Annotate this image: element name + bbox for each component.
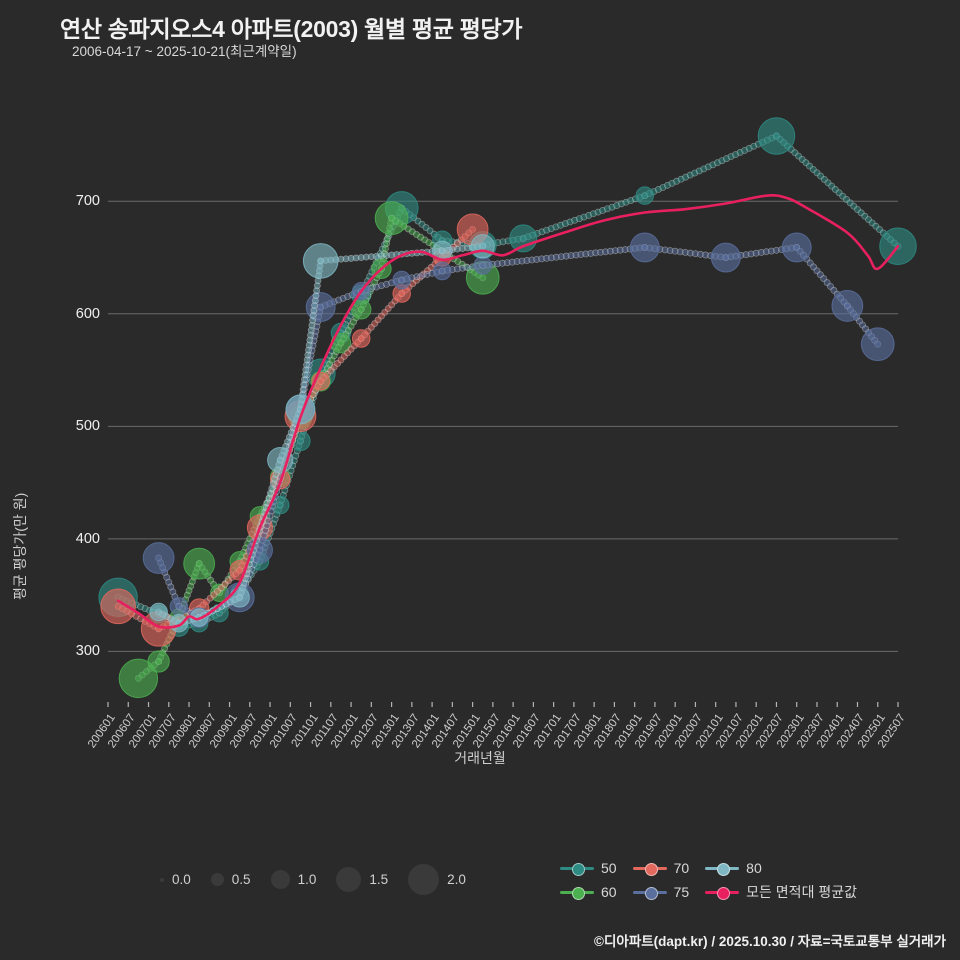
data-point[interactable] <box>169 597 189 616</box>
data-point[interactable] <box>831 290 864 322</box>
size-legend-label: 2.0 <box>447 872 466 887</box>
legend-item-70[interactable]: 70 <box>632 860 690 876</box>
data-point[interactable] <box>392 270 411 290</box>
footer-credit: ©디아파트(dapt.kr) / 2025.10.30 / 자료=국토교통부 실… <box>594 934 946 949</box>
size-legend-item: 0.0 <box>160 872 205 887</box>
data-point[interactable] <box>635 186 655 205</box>
page-subtitle: 2006-04-17 ~ 2025-10-21(최근계약일) <box>72 44 297 59</box>
y-tick-label: 400 <box>75 530 100 547</box>
data-point[interactable] <box>147 650 170 673</box>
size-legend-dot <box>408 864 440 895</box>
size-legend-label: 0.5 <box>231 872 251 887</box>
chart-plot-area: 300 400 500 600 700 200601 200607 200701 200707… <box>60 70 917 760</box>
legend-swatch <box>632 885 667 900</box>
size-legend-dot <box>336 867 362 892</box>
size-legend-label: 1.0 <box>297 872 317 887</box>
legend-swatch <box>705 861 740 876</box>
size-legend: 0.0 0.5 1.0 1.5 2.0 <box>160 864 486 895</box>
legend-label: 모든 면적대 평균값 <box>746 884 857 900</box>
legend-label: 50 <box>601 860 617 876</box>
size-legend-dot <box>270 870 290 889</box>
y-tick-label: 500 <box>75 418 100 435</box>
size-legend-dot <box>160 877 164 882</box>
series-50 <box>98 117 917 637</box>
y-axis-title: 평균 평당가(만 원) <box>12 492 28 600</box>
data-point[interactable] <box>432 261 452 281</box>
legend-swatch <box>560 885 594 900</box>
legend-item-80[interactable]: 80 <box>705 860 857 876</box>
x-axis-title: 거래년월 <box>454 750 506 766</box>
data-point[interactable] <box>169 613 189 633</box>
data-point[interactable] <box>629 232 660 263</box>
data-point[interactable] <box>710 242 741 273</box>
data-point[interactable] <box>757 117 796 155</box>
size-legend-item: 1.5 <box>336 867 402 892</box>
y-tick-label: 600 <box>75 305 100 322</box>
legend-item-모든 면적대 평균값[interactable]: 모든 면적대 평균값 <box>705 882 857 902</box>
legend-swatch <box>632 861 667 876</box>
legend-item-75[interactable]: 75 <box>632 884 690 900</box>
y-tick-label: 700 <box>75 193 100 210</box>
legend-item-60[interactable]: 60 <box>560 884 617 900</box>
chart-svg <box>98 117 917 707</box>
data-point[interactable] <box>183 547 216 580</box>
size-legend-item: 1.0 <box>270 870 331 889</box>
data-point[interactable] <box>473 256 492 275</box>
legend-label: 70 <box>673 860 690 876</box>
size-legend-item: 0.5 <box>210 872 265 887</box>
series-legend: 50 70 80 60 75 모든 면적대 평균값 <box>560 860 857 902</box>
size-legend-dot <box>210 873 224 886</box>
legend-swatch <box>705 885 740 900</box>
data-point[interactable] <box>374 201 409 235</box>
legend-label: 80 <box>746 860 762 876</box>
legend-item-50[interactable]: 50 <box>560 860 617 876</box>
page-title: 연산 송파지오스4 아파트(2003) 월별 평균 평당가 <box>60 16 523 42</box>
data-point[interactable] <box>142 542 175 574</box>
chart-legend: 0.0 0.5 1.0 1.5 2.0 50 70 80 60 75 모든 면적대 평균값 <box>0 860 960 930</box>
data-point[interactable] <box>351 329 371 348</box>
data-point[interactable] <box>229 587 250 608</box>
data-point[interactable] <box>118 658 159 699</box>
legend-label: 60 <box>601 884 617 900</box>
data-point[interactable] <box>285 394 316 425</box>
y-tick-label: 300 <box>75 643 100 660</box>
data-point[interactable] <box>100 588 136 625</box>
size-legend-item: 2.0 <box>408 864 480 895</box>
size-legend-label: 0.0 <box>172 872 191 887</box>
data-point[interactable] <box>302 243 339 279</box>
data-point[interactable] <box>149 602 168 622</box>
size-legend-label: 1.5 <box>369 872 389 887</box>
data-point[interactable] <box>781 232 812 263</box>
data-point[interactable] <box>470 234 495 259</box>
legend-label: 75 <box>673 884 690 900</box>
legend-swatch <box>560 861 594 876</box>
average-line[interactable] <box>116 194 900 629</box>
data-point[interactable] <box>860 327 895 362</box>
data-point[interactable] <box>509 224 538 253</box>
